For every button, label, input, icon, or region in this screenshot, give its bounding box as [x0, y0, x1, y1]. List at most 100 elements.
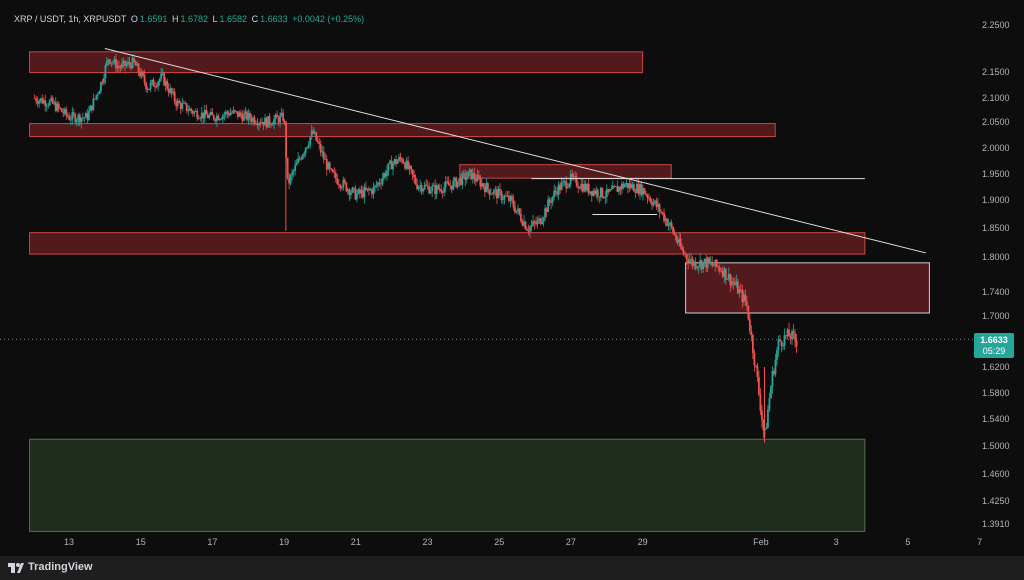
- candle-body: [365, 187, 367, 190]
- candle-body: [667, 224, 670, 226]
- price-chart[interactable]: 2.2500 2.1500 2.1000 2.0500 2.0000 1.9500 1.90…: [0, 0, 1024, 556]
- price-tick-label: 1.5800: [982, 388, 1010, 398]
- candle-body: [592, 190, 595, 196]
- candle-body: [131, 57, 134, 69]
- tradingview-label[interactable]: TradingView: [28, 561, 93, 573]
- tradingview-logo-icon[interactable]: [8, 561, 24, 575]
- candle-body: [517, 208, 519, 211]
- candle-body: [348, 189, 351, 196]
- candle-body: [157, 81, 160, 87]
- candle-body: [188, 108, 191, 111]
- candle-body: [456, 181, 459, 188]
- candle-body: [411, 169, 414, 175]
- candle-body: [71, 112, 74, 120]
- candle-body: [342, 179, 345, 188]
- resistance-zone-2: [459, 164, 672, 179]
- candle-body: [298, 158, 301, 160]
- candle-body: [408, 165, 411, 169]
- candle-body: [729, 274, 732, 286]
- candle-body: [512, 199, 515, 208]
- candle-body: [161, 72, 164, 74]
- candle-body: [334, 173, 337, 179]
- candle-body: [167, 88, 170, 93]
- time-tick-label: 13: [64, 537, 74, 547]
- candle-body: [405, 160, 408, 169]
- candle-body: [351, 187, 354, 193]
- candle-body: [672, 226, 674, 233]
- candle-body: [783, 335, 786, 346]
- candle-body: [654, 200, 656, 203]
- candle-body: [545, 208, 548, 213]
- candle-body: [44, 100, 47, 106]
- candle-body: [227, 113, 230, 116]
- price-axis[interactable]: 2.2500 2.1500 2.1000 2.0500 2.0000 1.9500 1.90…: [982, 20, 1010, 529]
- candle-body: [113, 58, 116, 63]
- candle-body: [488, 189, 491, 195]
- candle-body: [194, 111, 197, 112]
- price-tick-label: 2.0000: [982, 143, 1010, 153]
- candle-body: [221, 115, 224, 119]
- candle-body: [316, 140, 319, 143]
- candle-body: [616, 186, 619, 192]
- candle-body: [224, 111, 227, 115]
- candle-body: [705, 258, 708, 268]
- candle-body: [437, 185, 440, 190]
- candle-body: [292, 170, 295, 173]
- last-price-value: 1.6633: [980, 335, 1008, 345]
- candle-body: [741, 289, 744, 302]
- candle-body: [571, 173, 574, 178]
- candle-body: [93, 98, 96, 100]
- candle-body: [185, 103, 188, 111]
- candle-body: [122, 60, 125, 64]
- candle-body: [706, 257, 709, 268]
- candle-body: [601, 187, 604, 198]
- time-tick-label: 23: [422, 537, 432, 547]
- candle-body: [724, 268, 727, 280]
- candle-body: [401, 158, 403, 162]
- candle-body: [687, 258, 690, 263]
- candle-body: [336, 178, 339, 185]
- candle-body: [462, 173, 465, 175]
- candle-body: [792, 331, 795, 334]
- symbol-title[interactable]: XRP / USDT, 1h, XRPUSDT: [14, 14, 127, 24]
- candle-body: [203, 109, 206, 119]
- candle-body: [520, 213, 522, 222]
- support-zone-5: [29, 438, 866, 532]
- candle-body: [770, 386, 772, 399]
- candle-body: [170, 88, 173, 94]
- candle-body: [307, 144, 310, 147]
- candle-body: [191, 111, 194, 114]
- candle-body: [747, 305, 750, 320]
- candle-body: [62, 111, 65, 114]
- candle-body: [152, 79, 155, 87]
- high-key: H: [171, 14, 179, 24]
- candle-body: [363, 187, 366, 198]
- candle-body: [492, 190, 495, 194]
- candle-body: [712, 265, 715, 267]
- last-price-badge: 1.6633 05:29: [974, 333, 1014, 358]
- chart-area[interactable]: 2.2500 2.1500 2.1000 2.0500 2.0000 1.9500 1.90…: [0, 0, 1024, 556]
- time-tick-label: 15: [136, 537, 146, 547]
- candle-body: [378, 182, 381, 184]
- candle-body: [270, 124, 272, 125]
- candle-body: [232, 110, 235, 113]
- candle-body: [691, 258, 694, 266]
- candle-body: [172, 91, 175, 94]
- candle-body: [438, 188, 441, 190]
- candle-body: [74, 114, 77, 123]
- candle-body: [136, 63, 138, 66]
- candle-body: [611, 185, 614, 190]
- candle-body: [651, 202, 653, 206]
- candle-body: [312, 130, 315, 134]
- candle-body: [393, 159, 396, 164]
- candle-body: [655, 200, 658, 207]
- candle-body: [679, 238, 682, 247]
- candle-body: [630, 183, 632, 188]
- candle-body: [625, 182, 628, 185]
- candle-body: [643, 188, 646, 194]
- candle-body: [286, 157, 289, 178]
- drawing-lines-layer: [0, 48, 975, 340]
- candle-body: [757, 376, 760, 395]
- candle-body: [246, 111, 248, 120]
- time-axis[interactable]: 13 15 17 19 21 23 25 27 29 Feb 3 5 7: [64, 537, 982, 547]
